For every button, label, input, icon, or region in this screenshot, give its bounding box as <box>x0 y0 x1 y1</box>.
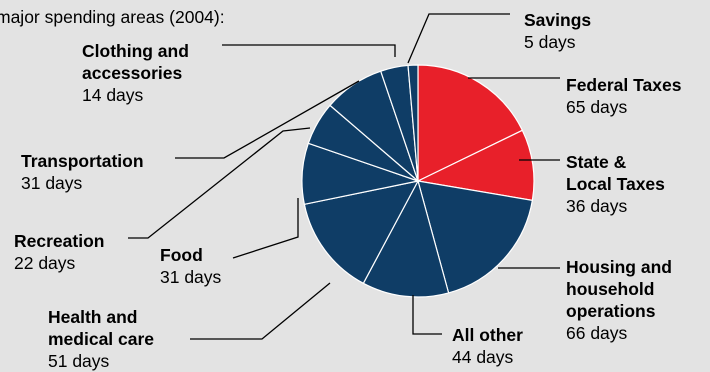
label-clothing-name-1: Clothing and <box>82 41 189 61</box>
pie-slice-all-other <box>362 179 450 298</box>
label-state-local-taxes-name-1: State & <box>566 152 627 172</box>
label-all-other-days: 44 days <box>452 347 514 367</box>
pie-slice-federal-taxes <box>417 64 524 182</box>
label-transportation-days: 31 days <box>21 173 83 193</box>
label-food: Food 31 days <box>160 244 221 288</box>
leader-lines <box>128 13 560 340</box>
leader-savings <box>407 13 510 64</box>
leader-allother <box>412 295 442 335</box>
label-housing-name-3: operations <box>566 301 656 321</box>
label-recreation: Recreation 22 days <box>14 230 104 274</box>
pie-slice-housing-and-household-operations <box>417 180 534 294</box>
label-clothing-name-2: accessories <box>82 63 183 83</box>
pie-slice-health-and-medical-care <box>303 180 420 285</box>
label-transportation: Transportation 31 days <box>21 150 144 194</box>
label-health: Health and medical care 51 days <box>48 306 154 372</box>
leader-food <box>232 198 299 259</box>
label-housing-days: 66 days <box>566 323 628 343</box>
label-food-days: 31 days <box>160 267 222 287</box>
label-recreation-name: Recreation <box>14 231 105 251</box>
label-federal-taxes-days: 65 days <box>566 97 628 117</box>
label-transportation-name: Transportation <box>21 151 144 171</box>
label-savings: Savings 5 days <box>524 9 591 53</box>
label-recreation-days: 22 days <box>14 253 76 273</box>
label-health-name-2: medical care <box>48 329 155 349</box>
chart-title: major spending areas (2004): <box>0 7 225 27</box>
label-housing: Housing and household operations 66 days <box>566 256 672 344</box>
label-state-local-taxes: State & Local Taxes 36 days <box>566 151 665 217</box>
pie-slice-savings <box>407 64 419 182</box>
label-clothing-days: 14 days <box>82 85 144 105</box>
label-federal-taxes-name: Federal Taxes <box>566 75 682 95</box>
label-health-name-1: Health and <box>48 307 138 327</box>
leader-health <box>190 282 331 340</box>
leader-transportation <box>175 80 360 159</box>
leader-clothing <box>222 44 396 57</box>
label-clothing: Clothing and accessories 14 days <box>82 40 189 106</box>
leader-recreation <box>128 127 311 239</box>
label-savings-days: 5 days <box>524 32 576 52</box>
label-housing-name-2: household <box>566 279 655 299</box>
pie-slices <box>301 64 535 298</box>
label-state-local-taxes-name-2: Local Taxes <box>566 174 665 194</box>
label-all-other-name: All other <box>452 325 523 345</box>
label-food-name: Food <box>160 245 203 265</box>
label-savings-name: Savings <box>524 10 592 30</box>
label-health-days: 51 days <box>48 351 110 371</box>
pie-slice-state-local-taxes <box>416 129 535 202</box>
label-housing-name-1: Housing and <box>566 257 672 277</box>
label-state-local-taxes-days: 36 days <box>566 196 628 216</box>
label-all-other: All other 44 days <box>452 324 523 368</box>
label-federal-taxes: Federal Taxes 65 days <box>566 74 681 118</box>
